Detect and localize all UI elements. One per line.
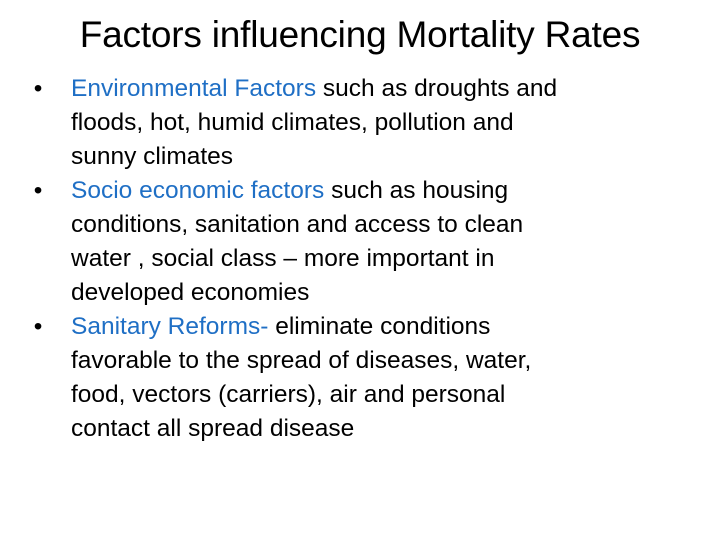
bullet-dot-icon: • [33, 313, 43, 340]
bullet-environmental: • Environmental Factors such as droughts… [28, 72, 688, 174]
bullet-line: Environmental Factors such as droughts a… [71, 72, 688, 106]
bullet-line: conditions, sanitation and access to cle… [71, 211, 524, 238]
bullet-text: eliminate conditions [268, 313, 491, 340]
bullet-dot-icon: • [33, 75, 43, 102]
bullet-line: water , social class – more important in [71, 245, 495, 272]
bullet-line: Sanitary Reforms- eliminate conditions [71, 310, 688, 344]
bullet-line: Socio economic factors such as housing [71, 174, 688, 208]
bullet-line: developed economies [71, 279, 310, 306]
bullet-highlight: Sanitary Reforms- [71, 313, 269, 340]
bullet-line: floods, hot, humid climates, pollution a… [71, 109, 514, 136]
slide-title: Factors influencing Mortality Rates [79, 14, 641, 55]
bullet-line: favorable to the spread of diseases, wat… [71, 347, 532, 374]
bullet-line: food, vectors (carriers), air and person… [71, 381, 506, 408]
bullet-highlight: Environmental Factors [71, 75, 317, 102]
bullet-highlight: Socio economic factors [71, 177, 325, 204]
bullet-line: contact all spread disease [71, 415, 355, 442]
bullet-dot-icon: • [33, 177, 43, 204]
bullet-list: • Environmental Factors such as droughts… [28, 72, 688, 446]
bullet-text: such as droughts and [316, 75, 558, 102]
bullet-text: such as housing [324, 177, 509, 204]
bullet-socio-economic: • Socio economic factors such as housing… [28, 174, 688, 310]
bullet-line: sunny climates [71, 143, 234, 170]
bullet-sanitary-reforms: • Sanitary Reforms- eliminate conditions… [28, 310, 688, 446]
